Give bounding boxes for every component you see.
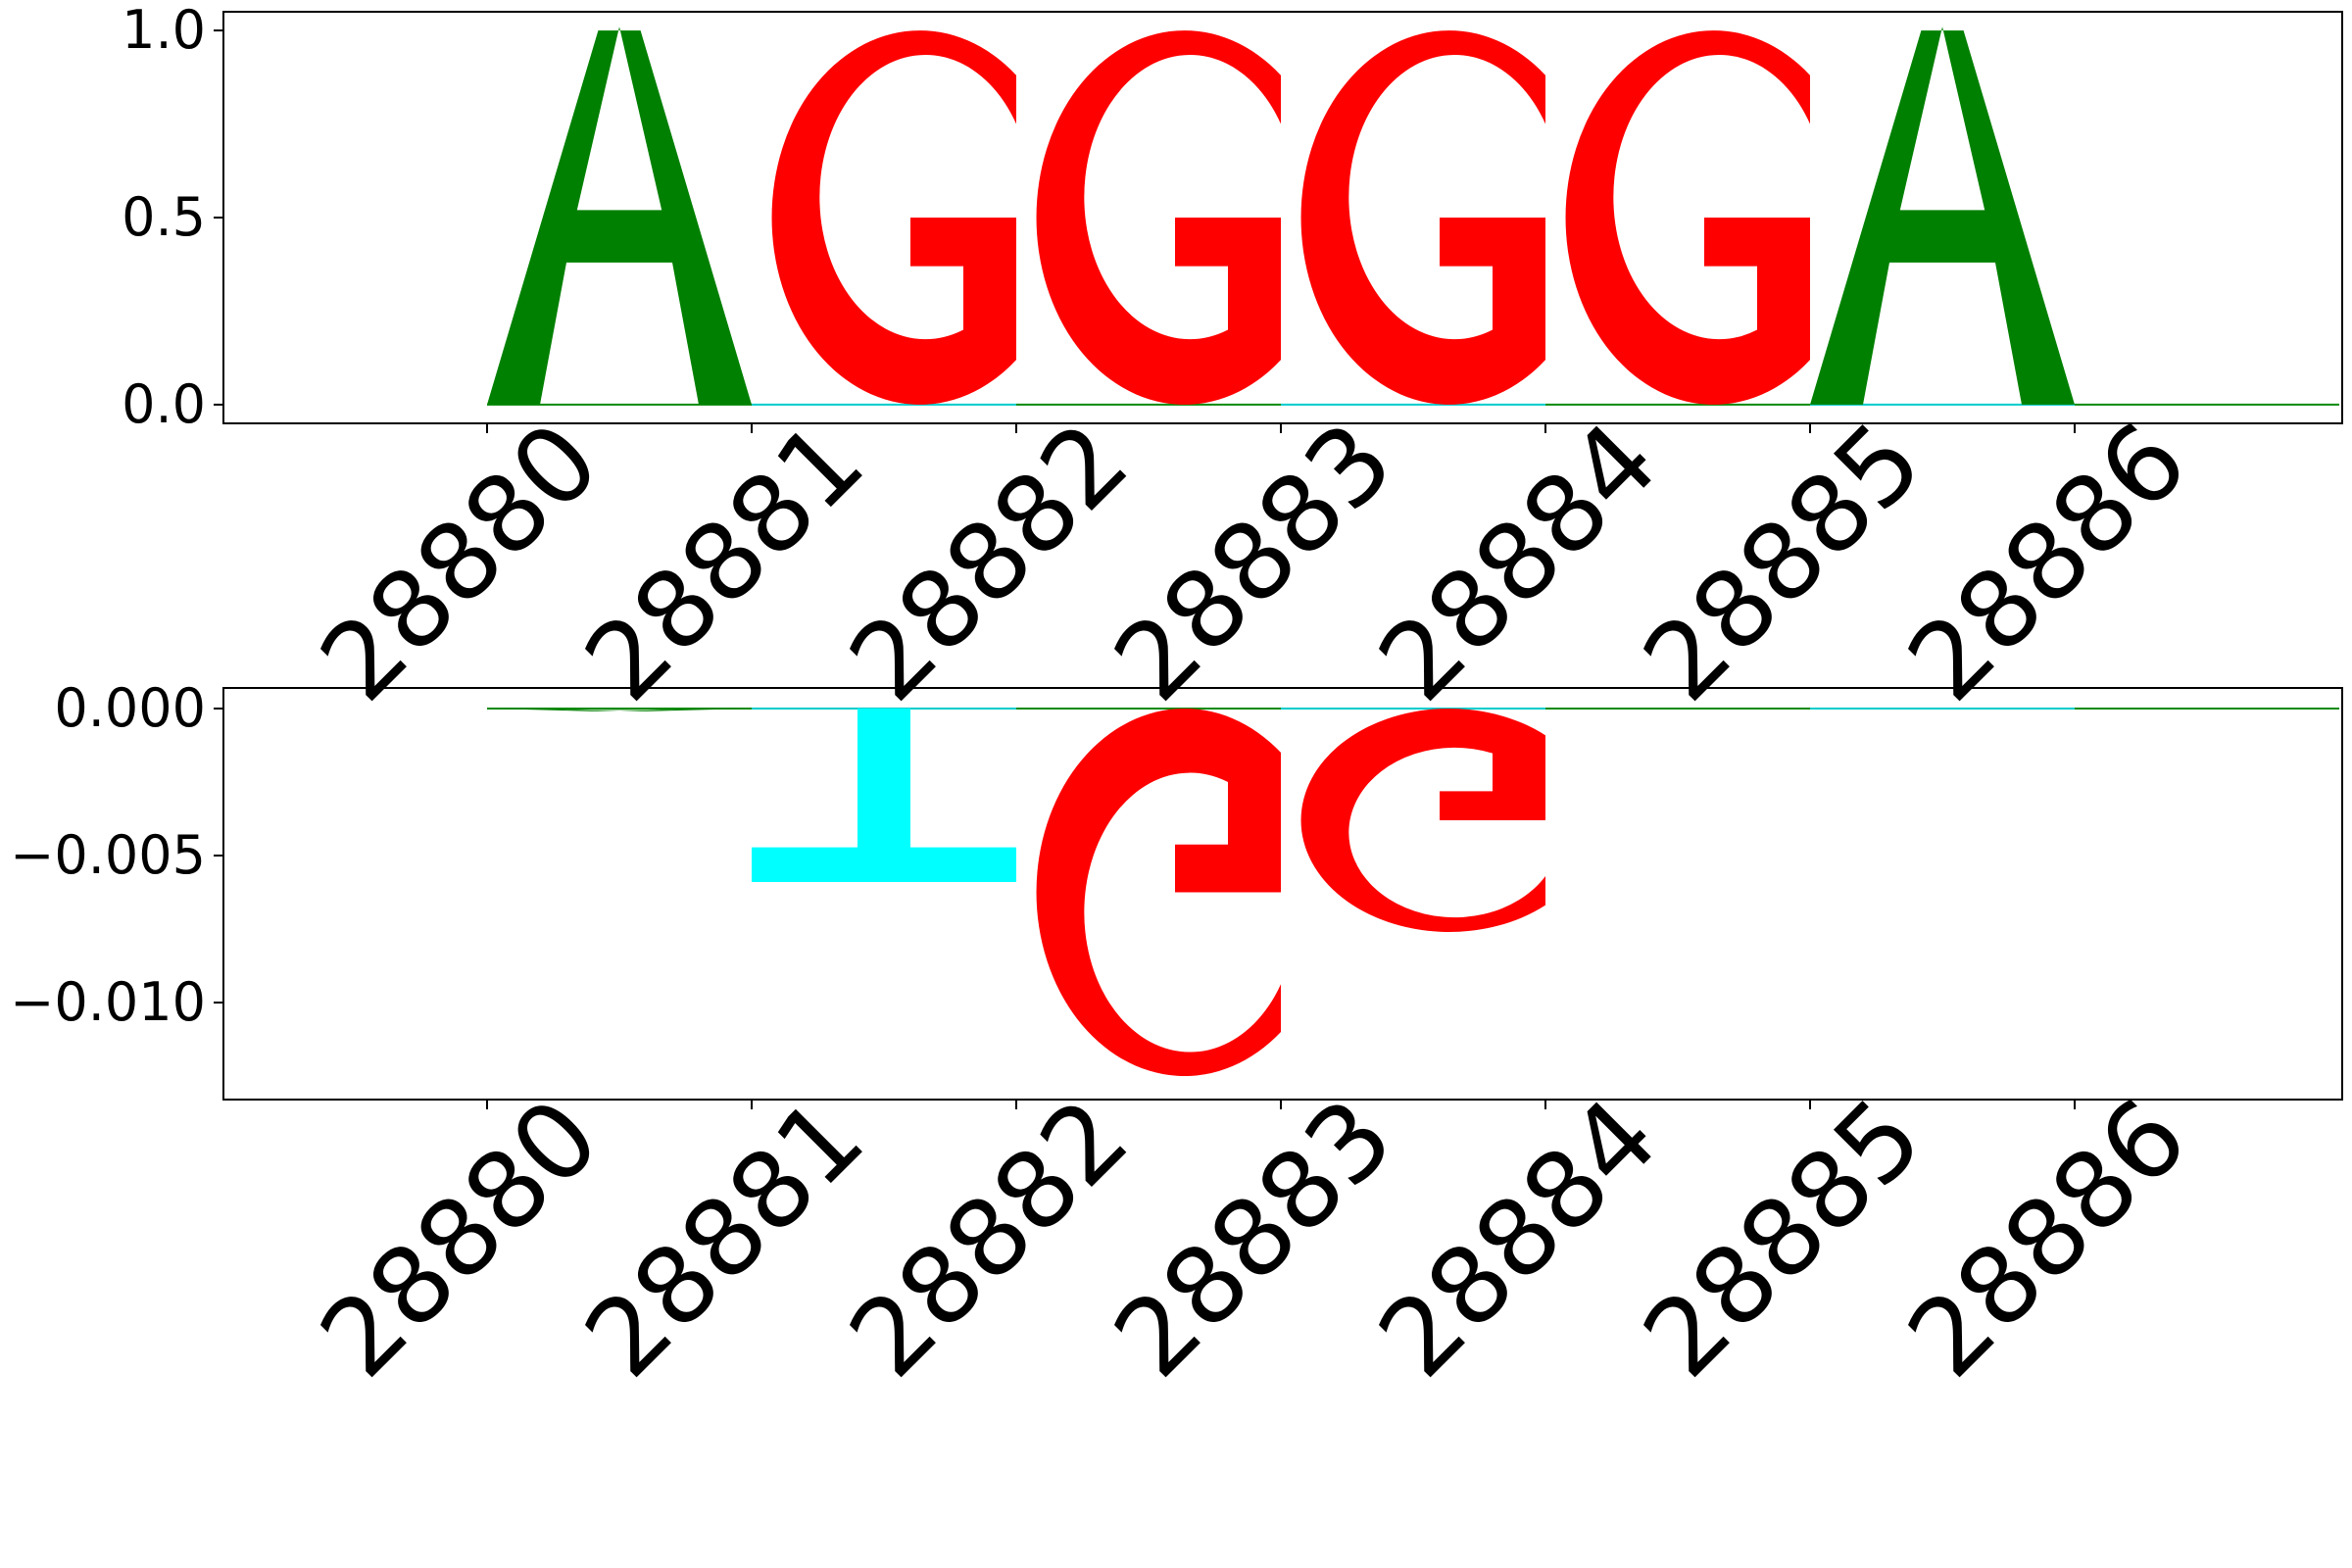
y-tick-label: −0.010: [10, 971, 206, 1033]
logo-letter-G-28881: [771, 30, 1016, 405]
logo-letter-A-28880: [487, 26, 752, 405]
axes-frame: [222, 687, 2343, 1101]
x-tick-label: 28884: [1356, 400, 1681, 724]
x-tick-label: 28886: [1886, 400, 2210, 724]
x-tick-label: 28880: [298, 1076, 622, 1400]
x-tick-label: 28880: [298, 400, 622, 724]
y-tick-label: 0.0: [122, 373, 206, 435]
x-tick-label: 28884: [1356, 1076, 1681, 1400]
x-tick-label: 28881: [563, 1076, 887, 1400]
logo-letter-A-28885: [1810, 26, 2075, 405]
logo-letter-G-28883: [1300, 30, 1545, 405]
logo-letter-T-28881: [752, 709, 1016, 882]
x-tick-label: 28885: [1621, 1076, 1945, 1400]
x-tick-label: 28882: [827, 1076, 1152, 1400]
y-tick-label: −0.005: [10, 824, 206, 886]
logo-letter-G-28882: [1036, 709, 1281, 1076]
x-tick-label: 28885: [1621, 400, 1945, 724]
logo-panel-2: 0.000−0.005−0.01028880288812888228883288…: [10, 677, 2343, 1400]
logo-letter-G-28884: [1565, 30, 1810, 405]
x-tick-label: 28886: [1886, 1076, 2210, 1400]
y-tick-label: 1.0: [122, 0, 206, 61]
x-tick-label: 28883: [1092, 400, 1416, 724]
x-tick-label: 28881: [563, 400, 887, 724]
logo-letter-G-28883: [1300, 709, 1545, 932]
x-tick-label: 28883: [1092, 1076, 1416, 1400]
logo-panel-1: 0.0 0.5 1.0 2888028881288822888328884288852…: [122, 0, 2343, 724]
y-tick-label: 0.000: [54, 677, 206, 739]
x-tick-label: 28882: [827, 400, 1152, 724]
y-tick-label: 0.5: [122, 186, 206, 248]
logo-letter-G-28882: [1036, 30, 1281, 405]
logo-letter-A-28880: [487, 709, 752, 712]
